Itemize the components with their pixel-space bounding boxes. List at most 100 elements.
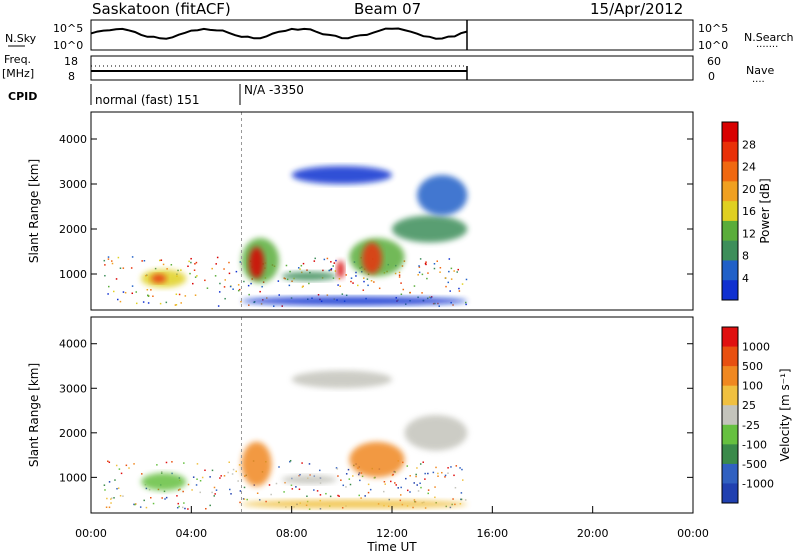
scatter-speckle — [115, 278, 118, 280]
scatter-speckle — [295, 486, 297, 488]
scatter-speckle — [265, 297, 268, 299]
scatter-speckle — [232, 288, 234, 290]
scatter-speckle — [367, 284, 369, 287]
power-colorbar-label: Power [dB] — [758, 178, 772, 243]
scatter-speckle — [119, 494, 122, 497]
scatter-speckle — [338, 277, 341, 280]
scatter-speckle — [384, 483, 386, 485]
scatter-speckle — [316, 490, 319, 492]
scatter-speckle — [406, 465, 409, 467]
scatter-speckle — [436, 260, 438, 262]
scatter-speckle — [427, 492, 429, 495]
scatter-speckle — [106, 497, 108, 500]
scatter-speckle — [135, 302, 138, 305]
echo-region-3 — [281, 475, 337, 485]
velocity-panel: 4000 3000 2000 1000 Slant Range [km] 1000 50… — [27, 316, 792, 514]
colorbar-swatch — [722, 444, 738, 465]
scatter-speckle — [341, 293, 344, 295]
colorbar-swatch — [722, 201, 738, 222]
scatter-speckle — [284, 277, 286, 280]
ytick-label: 3000 — [59, 382, 87, 395]
scatter-speckle — [113, 497, 115, 499]
ytick-label: 2000 — [59, 223, 87, 236]
velocity-data — [103, 317, 468, 513]
scatter-speckle — [223, 268, 225, 270]
nsearch-label: N.Search — [744, 31, 794, 44]
scatter-speckle — [117, 487, 120, 489]
scatter-speckle — [187, 265, 189, 268]
scatter-speckle — [246, 498, 248, 501]
echo-region-7 — [241, 499, 468, 509]
velocity-colorbar: 1000 500 100 25 -25 -100 -500 -1000 — [721, 326, 774, 504]
colorbar-tick-label: 4 — [742, 272, 749, 285]
scatter-speckle — [400, 293, 403, 296]
colorbar-swatch — [722, 122, 738, 143]
scatter-speckle — [180, 302, 182, 304]
scatter-speckle — [142, 301, 145, 303]
scatter-speckle — [110, 502, 112, 504]
colorbar-swatch — [722, 141, 738, 163]
scatter-speckle — [214, 275, 217, 277]
scatter-speckle — [108, 506, 111, 509]
scatter-speckle — [345, 294, 348, 297]
scatter-speckle — [447, 281, 450, 284]
scatter-speckle — [141, 473, 143, 475]
scatter-speckle — [191, 489, 193, 491]
scatter-speckle — [103, 484, 106, 486]
scatter-speckle — [299, 473, 301, 476]
scatter-speckle — [152, 502, 155, 505]
scatter-speckle — [313, 260, 316, 262]
scatter-speckle — [419, 463, 422, 465]
scatter-speckle — [337, 494, 339, 497]
scatter-speckle — [450, 466, 452, 468]
scatter-speckle — [250, 282, 252, 285]
scatter-speckle — [232, 468, 235, 471]
scatter-speckle — [460, 492, 463, 494]
scatter-speckle — [335, 467, 338, 469]
scatter-speckle — [164, 498, 166, 500]
scatter-speckle — [335, 259, 337, 262]
scatter-speckle — [187, 483, 190, 486]
echo-region-4 — [249, 247, 265, 279]
scatter-speckle — [345, 274, 347, 276]
scatter-speckle — [130, 267, 133, 269]
scatter-speckle — [237, 284, 240, 286]
scatter-speckle — [425, 263, 427, 266]
freq-tick-low: 8 — [68, 70, 75, 83]
scatter-speckle — [330, 269, 332, 271]
nave-tick-high: 60 — [707, 55, 721, 68]
scatter-speckle — [152, 295, 154, 297]
nsky-label: N.Sky — [5, 32, 37, 45]
echo-region-6 — [336, 260, 345, 279]
scatter-speckle — [104, 489, 106, 491]
scatter-speckle — [426, 277, 428, 280]
scatter-speckle — [133, 463, 135, 465]
scatter-speckle — [177, 269, 179, 272]
scatter-speckle — [146, 288, 149, 291]
scatter-speckle — [418, 265, 420, 267]
scatter-speckle — [417, 490, 420, 492]
scatter-speckle — [214, 493, 216, 495]
scatter-speckle — [107, 256, 110, 258]
power-data — [103, 112, 468, 310]
scatter-speckle — [235, 270, 238, 273]
scatter-speckle — [306, 269, 308, 271]
date-title: 15/Apr/2012 — [590, 0, 684, 18]
colorbar-swatch — [722, 463, 738, 484]
scatter-speckle — [147, 295, 150, 297]
scatter-speckle — [117, 298, 119, 301]
velocity-ylabel: Slant Range [km] — [27, 363, 41, 467]
scatter-speckle — [122, 291, 125, 293]
scatter-speckle — [278, 466, 280, 468]
scatter-speckle — [215, 489, 218, 491]
colorbar-tick-label: 1000 — [742, 341, 770, 354]
scatter-speckle — [145, 506, 148, 509]
scatter-speckle — [398, 276, 401, 278]
cpid-label: CPID — [8, 90, 37, 103]
scatter-speckle — [332, 265, 334, 267]
scatter-speckle — [461, 283, 464, 285]
scatter-speckle — [285, 264, 288, 267]
scatter-speckle — [275, 482, 278, 485]
scatter-speckle — [355, 271, 357, 274]
scatter-speckle — [416, 467, 418, 469]
